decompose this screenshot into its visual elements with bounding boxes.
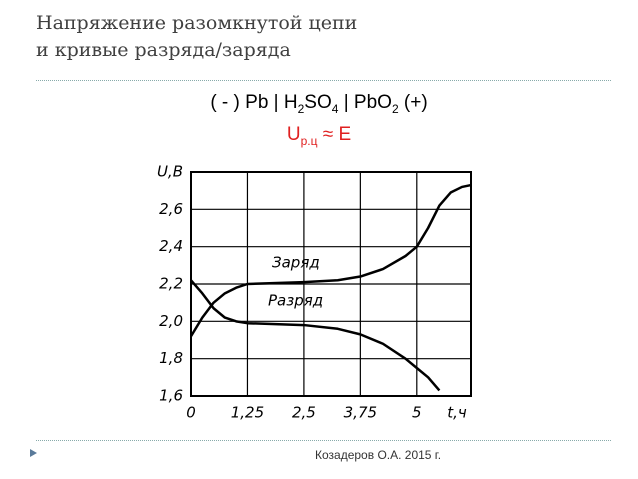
x-tick-label: 2,5 <box>292 404 316 422</box>
x-tick-label: 0 <box>186 404 196 422</box>
x-axis-label: t,ч <box>447 404 467 422</box>
separator <box>36 80 611 81</box>
series-label: Разряд <box>268 292 323 310</box>
bullet <box>30 449 37 457</box>
formula-part: (+) <box>398 92 428 113</box>
formula-sub: 2 <box>297 101 305 116</box>
series-line <box>190 279 441 392</box>
emf-u: U <box>286 124 301 145</box>
y-tick-label: 2,4 <box>159 237 183 255</box>
plot-frame <box>190 171 472 397</box>
y-tick-label: 2,0 <box>159 312 183 330</box>
emf-sub: р.ц <box>300 133 318 148</box>
formula-sub: 4 <box>331 101 339 116</box>
x-tick-label: 1,25 <box>231 404 264 422</box>
emf: Uр.ц ≈ E <box>0 124 638 148</box>
series-line <box>189 183 472 337</box>
emf-rest: ≈ E <box>317 124 352 145</box>
title-line: и кривые разряда/заряда <box>36 39 291 61</box>
formula-part: ( - ) Pb | H <box>210 92 298 113</box>
footer: Козадеров О.А. 2015 г. <box>315 448 442 462</box>
formula: ( - ) Pb | H2SO4 | PbO2 (+) <box>0 92 638 116</box>
formula-part: | PbO <box>338 92 392 113</box>
slide-title: Напряжение разомкнутой цепи и кривые раз… <box>36 10 357 64</box>
y-tick-label: 2,6 <box>159 200 183 218</box>
y-axis-label: U,В <box>157 163 183 181</box>
formula-part: SO <box>304 92 332 113</box>
formula-sub: 2 <box>391 101 399 116</box>
y-tick-label: 2,2 <box>159 275 183 293</box>
title-line: Напряжение разомкнутой цепи <box>36 12 358 34</box>
x-tick-label: 3,75 <box>344 404 377 422</box>
separator <box>36 440 611 441</box>
x-tick-label: 5 <box>412 404 422 422</box>
y-tick-label: 1,8 <box>159 349 183 367</box>
y-tick-label: 1,6 <box>159 387 183 405</box>
series-label: Заряд <box>272 254 320 272</box>
